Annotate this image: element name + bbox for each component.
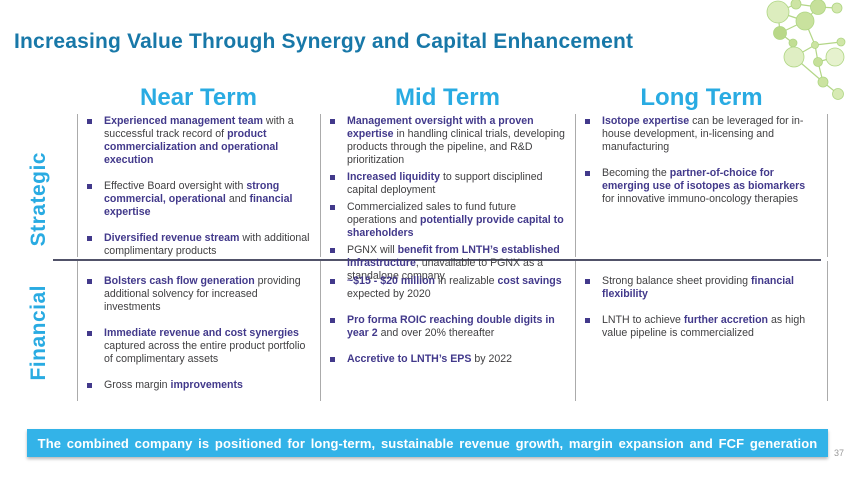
- bullet-item: ~$15 - $20 million in realizable cost sa…: [328, 275, 565, 301]
- value-matrix: Near Term Mid Term Long Term Strategic E…: [0, 78, 828, 401]
- bullet-text: Increased liquidity to support disciplin…: [347, 171, 543, 196]
- column-header-near-term: Near Term: [140, 84, 257, 111]
- bullet-square-icon: [87, 119, 92, 124]
- bullet-item: Immediate revenue and cost synergies cap…: [85, 327, 310, 366]
- bullet-item: PGNX will benefit from LNTH’s establishe…: [328, 244, 565, 283]
- bullet-square-icon: [330, 357, 335, 362]
- molecule-decoration: [766, 0, 846, 100]
- bullet-text: Experienced management team with a succe…: [104, 115, 294, 166]
- bullet-text: Becoming the partner-of-choice for emerg…: [602, 167, 806, 205]
- bullet-item: Isotope expertise can be leveraged for i…: [583, 115, 818, 154]
- top-accent-bar: [0, 0, 850, 9]
- bullet-item: Effective Board oversight with strong co…: [85, 180, 310, 219]
- bullet-square-icon: [330, 318, 335, 323]
- bullet-item: Becoming the partner-of-choice for emerg…: [583, 167, 818, 206]
- summary-banner-text: The combined company is positioned for l…: [37, 435, 818, 451]
- bullet-text: PGNX will benefit from LNTH’s establishe…: [347, 244, 560, 282]
- bullet-item: Strong balance sheet providing financial…: [583, 275, 818, 301]
- bullet-text: Commercialized sales to fund future oper…: [347, 201, 564, 239]
- bullet-text: Accretive to LNTH’s EPS by 2022: [347, 353, 513, 365]
- cell-financial-long-term: Strong balance sheet providing financial…: [575, 261, 828, 405]
- row-label-financial: Financial: [26, 285, 50, 381]
- row-divider: [53, 259, 821, 261]
- bullet-text: LNTH to achieve further accretion as hig…: [602, 314, 806, 339]
- bullet-item: Bolsters cash flow generation providing …: [85, 275, 310, 314]
- page-number: 37: [833, 448, 844, 458]
- bullet-square-icon: [330, 279, 335, 284]
- bullet-square-icon: [330, 175, 335, 180]
- slide-title: Increasing Value Through Synergy and Cap…: [14, 30, 634, 53]
- bullet-square-icon: [585, 119, 590, 124]
- bullet-square-icon: [585, 279, 590, 284]
- bullet-item: Diversified revenue stream with addition…: [85, 232, 310, 258]
- bullet-item: Management oversight with a proven exper…: [328, 115, 565, 167]
- bullet-text: Isotope expertise can be leveraged for i…: [602, 115, 804, 153]
- bullet-text: Strong balance sheet providing financial…: [602, 275, 794, 300]
- bullet-item: Accretive to LNTH’s EPS by 2022: [328, 353, 565, 366]
- bullet-text: Bolsters cash flow generation providing …: [104, 275, 301, 313]
- strategic-row: Strategic Experienced management team wi…: [0, 112, 828, 282]
- bullet-item: Gross margin improvements: [85, 379, 310, 392]
- column-header-long-term: Long Term: [640, 84, 763, 111]
- bullet-text: Immediate revenue and cost synergies cap…: [104, 327, 306, 365]
- bullet-text: Pro forma ROIC reaching double digits in…: [347, 314, 555, 339]
- bullet-square-icon: [330, 248, 335, 253]
- bullet-item: Increased liquidity to support disciplin…: [328, 171, 565, 197]
- cell-financial-mid-term: ~$15 - $20 million in realizable cost sa…: [320, 261, 575, 405]
- bullet-square-icon: [87, 236, 92, 241]
- bullet-text: ~$15 - $20 million in realizable cost sa…: [347, 275, 562, 300]
- financial-row: Financial Bolsters cash flow generation …: [0, 261, 828, 401]
- cell-strategic-near-term: Experienced management team with a succe…: [77, 112, 320, 287]
- bullet-item: Commercialized sales to fund future oper…: [328, 201, 565, 240]
- column-header-row: Near Term Mid Term Long Term: [0, 78, 828, 112]
- bullet-item: LNTH to achieve further accretion as hig…: [583, 314, 818, 340]
- bullet-square-icon: [585, 318, 590, 323]
- bullet-square-icon: [87, 279, 92, 284]
- bullet-text: Gross margin improvements: [104, 379, 243, 391]
- bullet-text: Effective Board oversight with strong co…: [104, 180, 293, 218]
- cell-strategic-long-term: Isotope expertise can be leveraged for i…: [575, 112, 828, 287]
- bullet-item: Experienced management team with a succe…: [85, 115, 310, 167]
- bullet-square-icon: [87, 383, 92, 388]
- bullet-text: Management oversight with a proven exper…: [347, 115, 565, 166]
- cell-strategic-mid-term: Management oversight with a proven exper…: [320, 112, 575, 287]
- cell-financial-near-term: Bolsters cash flow generation providing …: [77, 261, 320, 405]
- bullet-text: Diversified revenue stream with addition…: [104, 232, 310, 257]
- bullet-item: Pro forma ROIC reaching double digits in…: [328, 314, 565, 340]
- column-header-mid-term: Mid Term: [395, 84, 500, 111]
- bullet-square-icon: [87, 184, 92, 189]
- bullet-square-icon: [585, 171, 590, 176]
- bullet-square-icon: [87, 331, 92, 336]
- bullet-square-icon: [330, 205, 335, 210]
- bullet-square-icon: [330, 119, 335, 124]
- summary-banner: The combined company is positioned for l…: [27, 429, 828, 457]
